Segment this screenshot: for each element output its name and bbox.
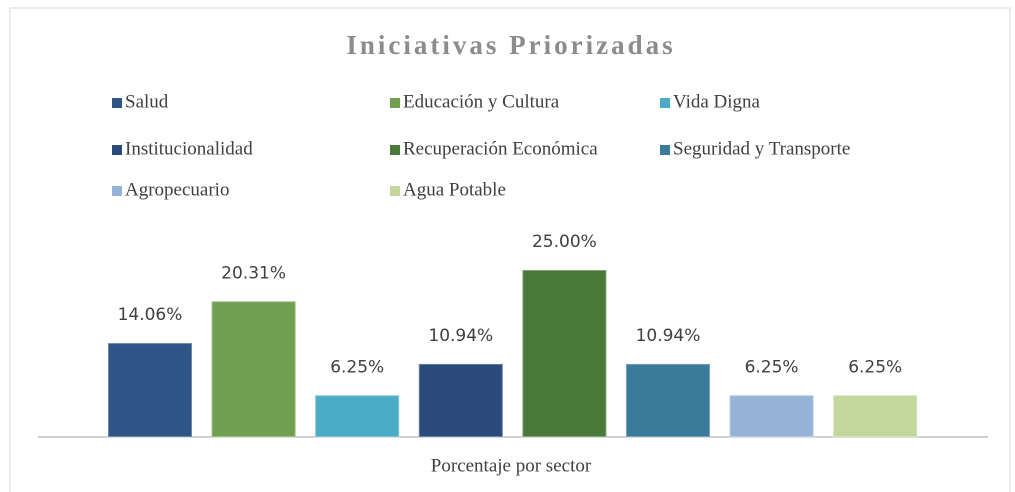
legend-label: Recuperación Económica xyxy=(403,138,598,159)
legend-label: Agropecuario xyxy=(125,179,229,200)
data-label: 25.00% xyxy=(532,232,597,252)
legend-label: Salud xyxy=(125,91,169,112)
legend-swatch xyxy=(390,145,400,155)
bar xyxy=(314,394,401,438)
data-label: 6.25% xyxy=(330,357,384,377)
legend-label: Agua Potable xyxy=(403,179,506,200)
bar xyxy=(417,362,504,439)
legend-swatch xyxy=(112,98,122,108)
data-label: 14.06% xyxy=(118,305,183,325)
data-label: 6.25% xyxy=(745,357,799,377)
data-label: 10.94% xyxy=(428,326,493,346)
bar xyxy=(832,394,919,438)
bar xyxy=(210,300,297,438)
legend-label: Seguridad y Transporte xyxy=(673,138,850,159)
legend-swatch xyxy=(660,98,670,108)
x-axis-label: Porcentaje por sector xyxy=(431,455,592,476)
legend-label: Vida Digna xyxy=(673,91,761,112)
data-label: 20.31% xyxy=(221,263,286,283)
data-label: 6.25% xyxy=(848,357,902,377)
legend-swatch xyxy=(390,98,400,108)
legend-swatch xyxy=(660,145,670,155)
legend-swatch xyxy=(390,186,400,196)
legend-swatch xyxy=(112,186,122,196)
bar xyxy=(625,362,711,439)
chart-title: Iniciativas Priorizadas xyxy=(346,30,675,60)
legend-swatch xyxy=(112,145,122,155)
bar xyxy=(728,394,815,438)
legend-label: Educación y Cultura xyxy=(403,91,560,112)
bar xyxy=(107,342,193,438)
data-label: 10.94% xyxy=(636,326,701,346)
chart-frame xyxy=(9,7,1011,492)
bar xyxy=(521,269,608,438)
legend-label: Institucionalidad xyxy=(125,138,253,159)
